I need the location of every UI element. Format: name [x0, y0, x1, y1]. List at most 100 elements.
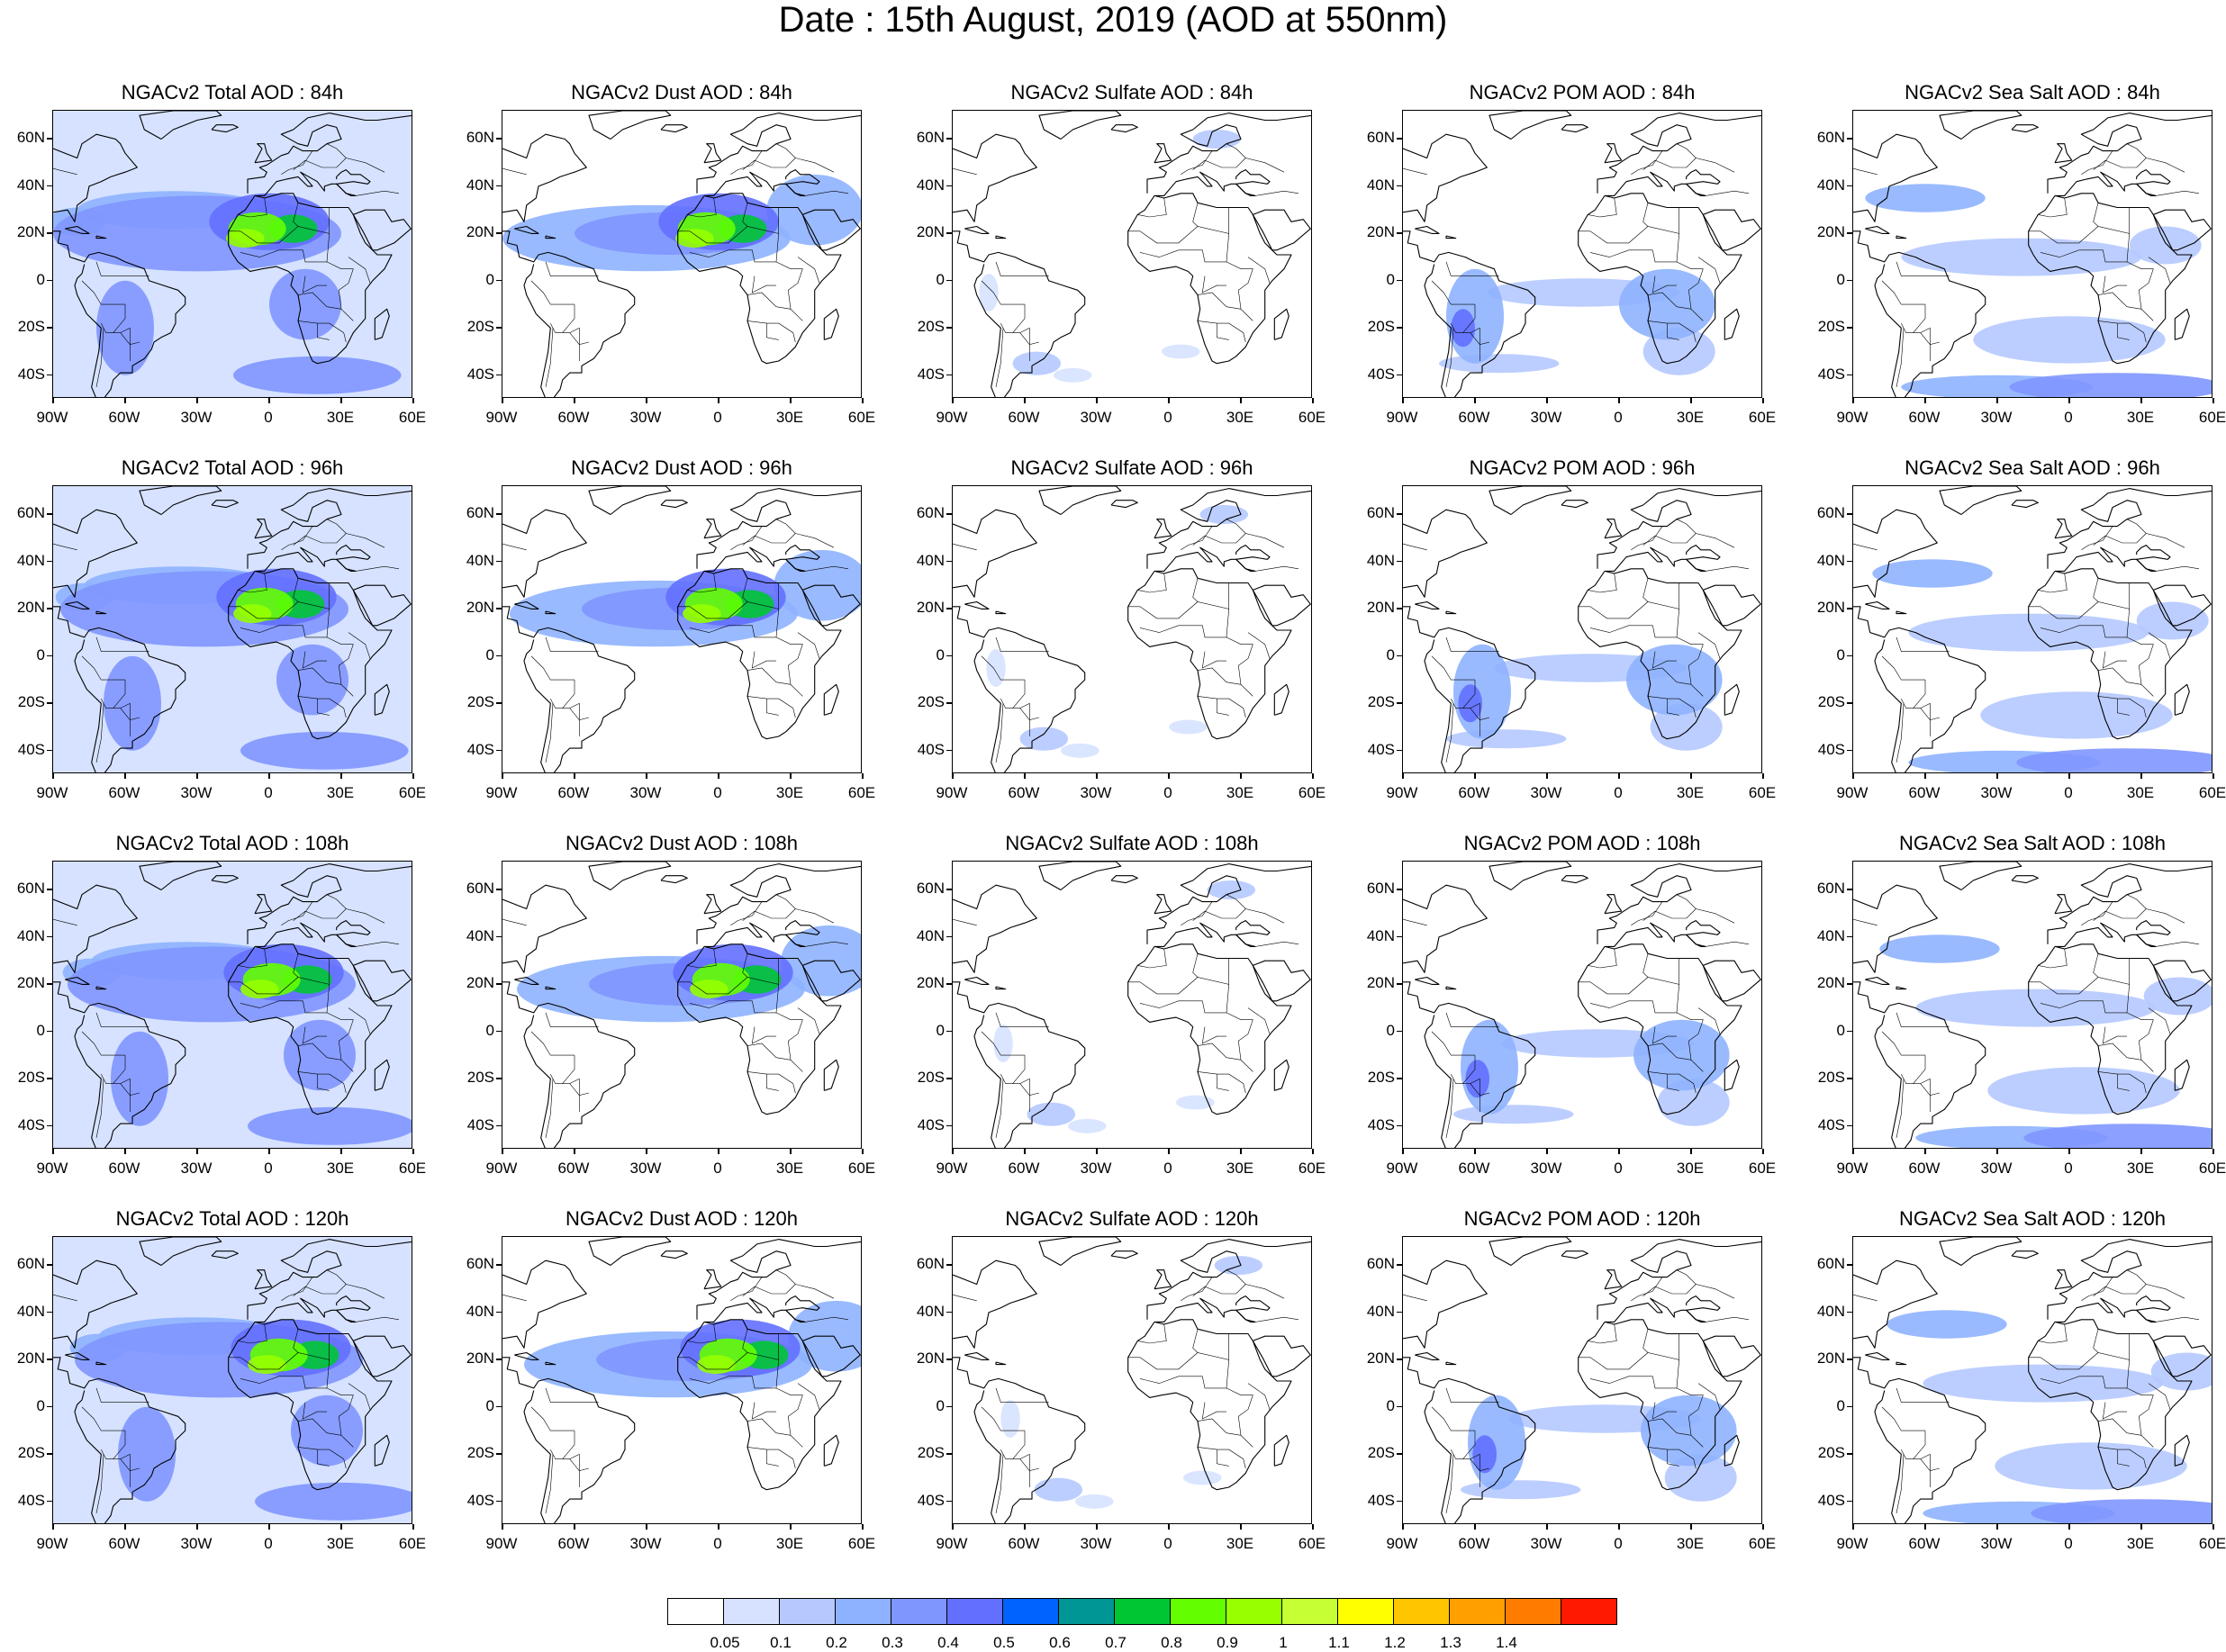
lat-tick-label: 60N: [466, 504, 494, 522]
lat-tick-mark: [946, 374, 952, 376]
lon-tick-label: 30W: [180, 784, 213, 801]
aod-plume: [1061, 743, 1099, 758]
coastline: [254, 143, 273, 164]
lon-tick-mark: [1474, 773, 1476, 779]
lon-tick-mark: [1996, 773, 1998, 779]
aod-map: [52, 110, 412, 398]
coastline: [2055, 171, 2157, 196]
country-border: [2126, 636, 2154, 697]
coastline: [502, 1357, 636, 1523]
country-border: [1881, 280, 1925, 305]
lon-tick-mark: [952, 398, 954, 403]
lat-tick-mark: [496, 279, 502, 282]
coastline: [211, 875, 239, 884]
coastline: [1578, 568, 1742, 740]
lon-tick-mark: [412, 1524, 414, 1530]
coastline: [801, 209, 861, 251]
lon-tick-label: 60E: [847, 784, 876, 801]
lon-tick-mark: [1168, 1149, 1170, 1154]
coastline: [1561, 500, 1588, 509]
country-border: [1667, 1074, 1679, 1091]
country-border: [775, 636, 803, 697]
lon-tick-label: 60W: [1458, 409, 1490, 426]
colorbar-swatch: [1226, 1598, 1282, 1625]
coastline: [1403, 230, 1536, 397]
lat-tick-mark: [496, 654, 502, 657]
lon-tick-mark: [340, 398, 342, 403]
lat-tick-label: 60N: [1816, 1255, 1845, 1273]
coastline: [1853, 606, 1986, 772]
coastline: [1605, 1297, 1706, 1323]
coastline: [2152, 960, 2212, 1002]
country-border: [1642, 1329, 1649, 1353]
country-border: [348, 1383, 371, 1410]
lat-tick-label: 20S: [1817, 318, 1845, 336]
lon-tick-mark: [1168, 773, 1170, 779]
lon-tick-label: 0: [713, 1535, 722, 1552]
country-border: [502, 167, 527, 176]
coastline: [660, 124, 688, 133]
coastline: [1415, 976, 1440, 985]
coastline: [53, 884, 138, 973]
lon-tick-mark: [52, 773, 54, 779]
lat-tick-label: 60N: [916, 1255, 945, 1273]
coastline: [1853, 509, 1938, 598]
country-border: [804, 565, 849, 572]
country-border: [2097, 667, 2142, 685]
lat-tick-mark: [1847, 1359, 1852, 1360]
lon-tick-mark: [1618, 1524, 1620, 1530]
lat-tick-mark: [946, 279, 952, 282]
lon-tick-mark: [1924, 1524, 1926, 1530]
lon-tick-label: 60W: [108, 409, 140, 426]
coastline: [704, 922, 806, 947]
lat-tick-label: 20S: [17, 1444, 45, 1462]
coastline: [1605, 171, 1706, 196]
coastline: [1489, 486, 1572, 515]
country-border: [1445, 261, 1499, 276]
lat-tick-mark: [496, 327, 502, 329]
coastline: [696, 1239, 861, 1320]
map-panel: NGACv2 Dust AOD : 96h 60N 40N 20N 0 20S 40S 90W…: [466, 455, 875, 815]
country-border: [751, 275, 776, 293]
country-border: [2148, 1007, 2171, 1034]
coastline: [139, 111, 222, 140]
coastline: [1561, 875, 1588, 884]
coastline: [65, 976, 90, 985]
lat-tick-label: 40N: [916, 176, 945, 194]
lat-tick-label: 20N: [916, 1350, 945, 1368]
coastline: [53, 230, 186, 397]
country-border: [281, 1277, 313, 1302]
colorbar-label: 0.9: [1217, 1634, 1238, 1651]
country-border: [1197, 320, 1246, 343]
map-panel: NGACv2 Sulfate AOD : 120h 60N 40N 20N 0 20S 40…: [917, 1205, 1326, 1566]
lat-tick-label: 20N: [1816, 974, 1845, 992]
lon-tick-mark: [1474, 1149, 1476, 1154]
country-border: [348, 257, 371, 284]
colorbar-swatch: [667, 1598, 724, 1625]
country-border: [1000, 1449, 1030, 1487]
country-border: [1192, 908, 1246, 921]
lat-tick-label: 40S: [1817, 1115, 1845, 1133]
lon-tick-mark: [2212, 398, 2214, 403]
lon-tick-label: 30E: [1226, 784, 1254, 801]
lon-tick-mark: [646, 1149, 647, 1154]
country-border: [545, 1454, 554, 1513]
country-border: [302, 275, 327, 293]
lat-tick-label: 20N: [916, 223, 945, 241]
country-border: [81, 655, 125, 681]
lat-tick-label: 20S: [17, 318, 45, 336]
lon-tick-mark: [268, 773, 270, 779]
lon-tick-mark: [124, 398, 126, 403]
lat-tick-mark: [1397, 654, 1402, 657]
country-border: [2155, 565, 2200, 572]
country-border: [1217, 1074, 1229, 1091]
country-border: [2117, 699, 2130, 716]
colorbar-swatch: [1170, 1598, 1226, 1625]
colorbar-label: 0.05: [710, 1634, 740, 1651]
lat-tick-mark: [946, 654, 952, 657]
coastline: [211, 124, 239, 133]
country-border: [120, 1083, 140, 1097]
lon-tick-label: 30W: [1980, 1535, 2013, 1552]
lat-tick-mark: [946, 1078, 952, 1079]
lon-tick-label: 30W: [1980, 784, 2013, 801]
